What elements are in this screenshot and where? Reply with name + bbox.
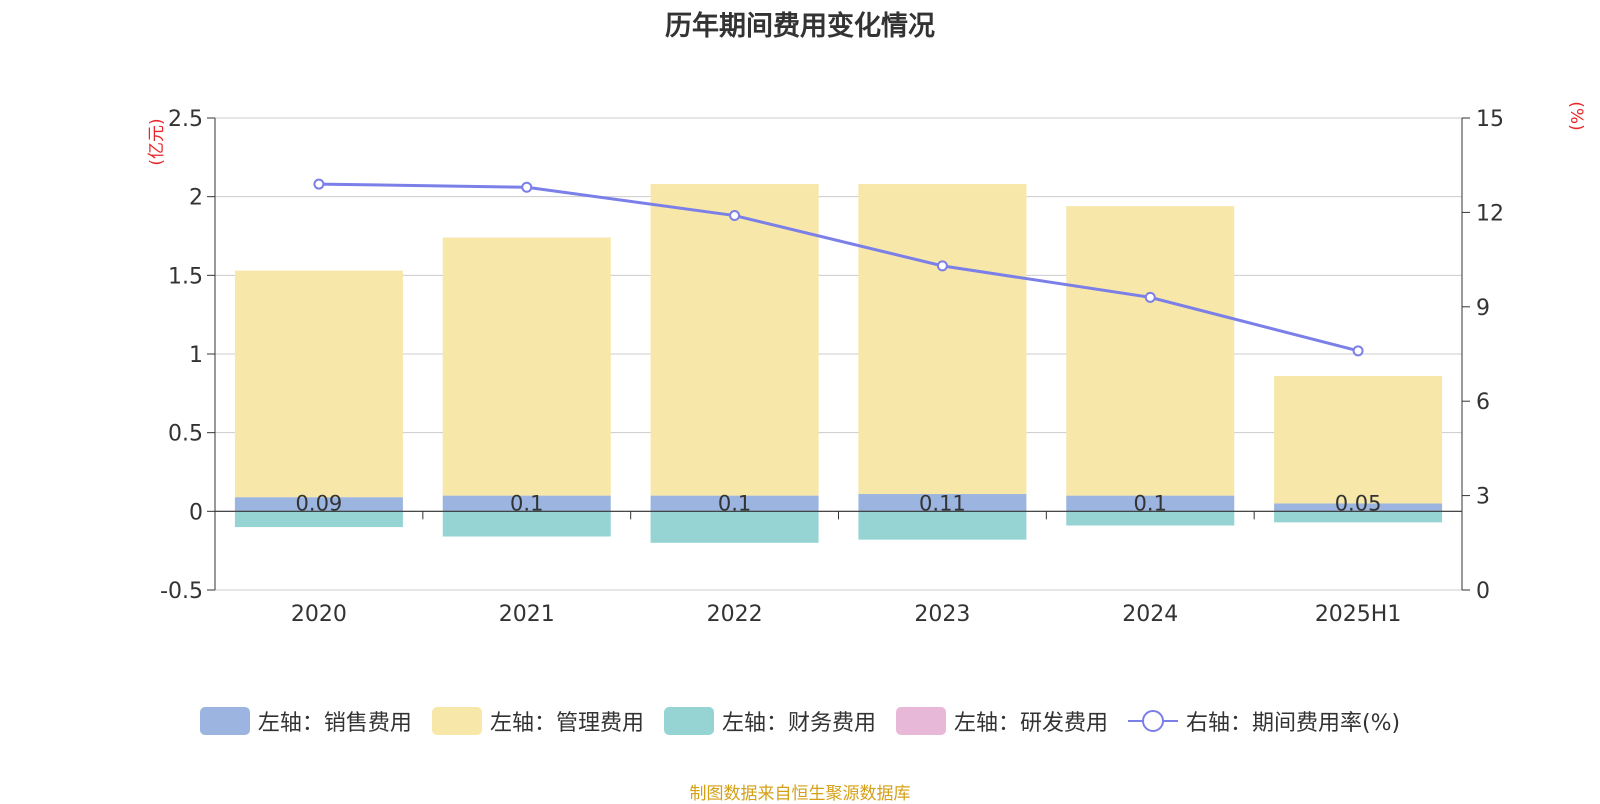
legend-item-expense-rate[interactable]: 右轴：期间费用率(%) [1127, 705, 1401, 737]
left-axis-tick-label: 0 [189, 500, 203, 525]
bar-admin [442, 237, 611, 496]
right-axis-tick-label: 0 [1476, 579, 1490, 604]
legend-item-finance[interactable]: 左轴：财务费用 [663, 705, 876, 737]
left-axis-tick-label: 0.5 [168, 422, 203, 447]
line-point-expense-rate [1352, 345, 1364, 357]
legend-swatch-finance [663, 707, 714, 735]
legend-item-admin[interactable]: 左轴：管理费用 [431, 705, 644, 737]
left-axis-tick-label: 2 [189, 186, 203, 211]
legend-label-rnd: 左轴：研发费用 [953, 711, 1108, 736]
line-point-expense-rate [313, 178, 325, 190]
bar-admin [650, 184, 819, 496]
bar-finance [858, 511, 1027, 540]
source-note: 制图数据来自恒生聚源数据库 [689, 784, 911, 804]
bar-admin [234, 270, 403, 498]
right-axis-tick-label: 15 [1476, 107, 1504, 132]
bar-admin [858, 184, 1027, 495]
right-axis-tick-label: 9 [1476, 296, 1490, 321]
x-axis-category-label: 2022 [707, 602, 763, 627]
right-axis-tick-label: 3 [1476, 485, 1490, 510]
bar-sales [1066, 495, 1235, 512]
legend-label-finance: 左轴：财务费用 [721, 711, 876, 736]
left-axis-tick-label: 1.5 [168, 264, 203, 289]
bar-finance [1066, 511, 1235, 526]
bar-sales [1274, 503, 1443, 512]
line-expense-rate [318, 182, 1359, 353]
left-axis-tick-label: 1 [189, 343, 203, 368]
x-axis-category-label: 2025H1 [1315, 602, 1402, 627]
legend-item-sales[interactable]: 左轴：销售费用 [199, 705, 412, 737]
legend-label-expense-rate: 右轴：期间费用率(%) [1185, 711, 1401, 736]
left-axis-unit-label: (亿元) [147, 118, 167, 165]
bar-admin [1066, 206, 1235, 496]
legend: 左轴：销售费用 左轴：管理费用 左轴：财务费用 左轴：研发费用 右轴：期间费用率… [0, 706, 1600, 736]
legend-swatch-rnd [895, 707, 946, 735]
right-axis-tick-label: 12 [1476, 201, 1504, 226]
legend-label-admin: 左轴：管理费用 [489, 711, 644, 736]
left-axis-tick-label: 2.5 [168, 107, 203, 132]
legend-label-sales: 左轴：销售费用 [257, 711, 412, 736]
legend-item-rnd[interactable]: 左轴：研发费用 [895, 705, 1108, 737]
right-axis-unit-label: (%) [1566, 101, 1586, 130]
bar-sales [234, 497, 403, 512]
bar-finance [650, 511, 819, 543]
line-point-expense-rate [729, 210, 741, 222]
x-axis-category-label: 2023 [914, 602, 970, 627]
bar-finance [1274, 511, 1443, 523]
x-axis-category-label: 2024 [1122, 602, 1178, 627]
bar-finance [442, 511, 611, 537]
bar-admin [1274, 376, 1443, 504]
line-point-expense-rate [1144, 291, 1156, 303]
bar-sales [442, 495, 611, 512]
chart-title: 历年期间费用变化情况 [665, 11, 935, 42]
right-axis-tick-label: 6 [1476, 390, 1490, 415]
x-axis-category-label: 2021 [499, 602, 555, 627]
left-axis-tick-label: -0.5 [160, 579, 203, 604]
line-point-expense-rate [521, 181, 533, 193]
line-point-expense-rate [936, 260, 948, 272]
x-axis-category-label: 2020 [291, 602, 347, 627]
bar-sales [858, 494, 1027, 512]
bar-finance [234, 511, 403, 528]
legend-swatch-sales [199, 707, 250, 735]
bar-sales [650, 495, 819, 512]
legend-line-marker-icon [1127, 710, 1178, 732]
legend-swatch-admin [431, 707, 482, 735]
